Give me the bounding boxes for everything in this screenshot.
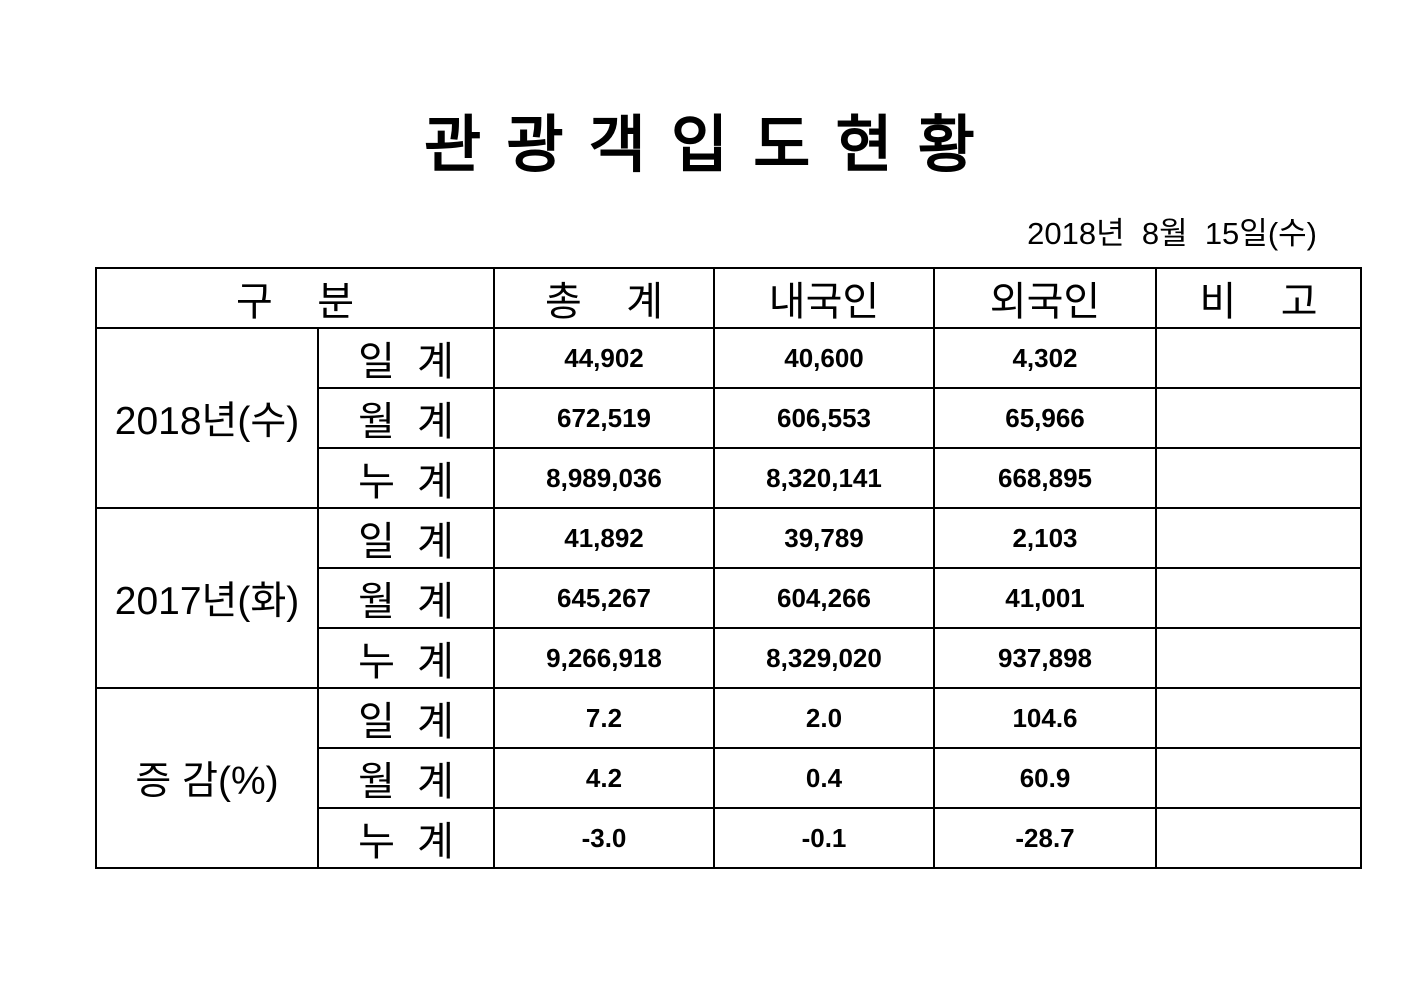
col-header-remarks: 비 고 bbox=[1155, 267, 1362, 329]
cell-domestic: 604,266 bbox=[713, 567, 935, 629]
row-label: 월 계 bbox=[317, 747, 495, 809]
cell-total: 9,266,918 bbox=[493, 627, 715, 689]
row-label: 월 계 bbox=[317, 387, 495, 449]
col-header-category: 구 분 bbox=[95, 267, 495, 329]
table-row: 월 계 672,519 606,553 65,966 bbox=[96, 387, 1362, 449]
cell-foreign: 41,001 bbox=[933, 567, 1157, 629]
col-header-foreign: 외국인 bbox=[933, 267, 1157, 329]
row-label: 월 계 bbox=[317, 567, 495, 629]
cell-total: 8,989,036 bbox=[493, 447, 715, 509]
cell-foreign: 65,966 bbox=[933, 387, 1157, 449]
row-label: 누 계 bbox=[317, 807, 495, 869]
row-label: 누 계 bbox=[317, 447, 495, 509]
table-row: 2017년(화) 일 계 41,892 39,789 2,103 bbox=[95, 507, 1362, 689]
col-header-domestic: 내국인 bbox=[713, 267, 935, 329]
cell-remarks bbox=[1155, 567, 1362, 629]
table-row: 증 감(%) 일 계 7.2 2.0 104.6 bbox=[95, 687, 1362, 869]
cell-remarks bbox=[1155, 327, 1362, 389]
cell-total: -3.0 bbox=[493, 807, 715, 869]
cell-remarks bbox=[1155, 387, 1362, 449]
cell-remarks bbox=[1155, 687, 1362, 749]
cell-foreign: -28.7 bbox=[933, 807, 1157, 869]
cell-domestic: 0.4 bbox=[713, 747, 935, 809]
cell-foreign: 2,103 bbox=[933, 507, 1157, 569]
row-label: 일 계 bbox=[317, 327, 495, 389]
cell-foreign: 4,302 bbox=[933, 327, 1157, 389]
cell-domestic: 2.0 bbox=[713, 687, 935, 749]
group-label-change-pct: 증 감(%) bbox=[95, 687, 319, 869]
row-label: 일 계 bbox=[317, 687, 495, 749]
cell-domestic: 606,553 bbox=[713, 387, 935, 449]
cell-remarks bbox=[1155, 807, 1362, 869]
cell-foreign: 60.9 bbox=[933, 747, 1157, 809]
cell-domestic: 8,329,020 bbox=[713, 627, 935, 689]
table-row: 누 계 8,989,036 8,320,141 668,895 bbox=[96, 447, 1362, 509]
cell-domestic: -0.1 bbox=[713, 807, 935, 869]
cell-foreign: 668,895 bbox=[933, 447, 1157, 509]
cell-domestic: 40,600 bbox=[713, 327, 935, 389]
table-row: 누 계 -3.0 -0.1 -28.7 bbox=[96, 807, 1362, 869]
group-label-2018: 2018년(수) bbox=[95, 327, 319, 509]
report-date: 2018년 8월 15일(수) bbox=[1027, 216, 1317, 251]
table-row: 누 계 9,266,918 8,329,020 937,898 bbox=[96, 627, 1362, 689]
cell-domestic: 39,789 bbox=[713, 507, 935, 569]
table-header-row: 구 분 총 계 내국인 외국인 비 고 bbox=[95, 267, 1362, 329]
group-label-2017: 2017년(화) bbox=[95, 507, 319, 689]
cell-foreign: 937,898 bbox=[933, 627, 1157, 689]
cell-total: 672,519 bbox=[493, 387, 715, 449]
table-row: 월 계 4.2 0.4 60.9 bbox=[96, 747, 1362, 809]
cell-total: 4.2 bbox=[493, 747, 715, 809]
cell-total: 41,892 bbox=[493, 507, 715, 569]
document-title: 관 광 객 입 도 현 황 bbox=[424, 111, 979, 180]
row-label: 일 계 bbox=[317, 507, 495, 569]
col-header-total: 총 계 bbox=[493, 267, 715, 329]
tourist-arrivals-table: 구 분 총 계 내국인 외국인 비 고 2018년(수) 일 계 44,902 … bbox=[95, 267, 1362, 869]
cell-remarks bbox=[1155, 447, 1362, 509]
cell-total: 645,267 bbox=[493, 567, 715, 629]
row-label: 누 계 bbox=[317, 627, 495, 689]
cell-remarks bbox=[1155, 507, 1362, 569]
cell-total: 7.2 bbox=[493, 687, 715, 749]
table-row: 2018년(수) 일 계 44,902 40,600 4,302 bbox=[95, 327, 1362, 509]
cell-remarks bbox=[1155, 627, 1362, 689]
cell-total: 44,902 bbox=[493, 327, 715, 389]
cell-foreign: 104.6 bbox=[933, 687, 1157, 749]
cell-domestic: 8,320,141 bbox=[713, 447, 935, 509]
table-row: 월 계 645,267 604,266 41,001 bbox=[96, 567, 1362, 629]
cell-remarks bbox=[1155, 747, 1362, 809]
